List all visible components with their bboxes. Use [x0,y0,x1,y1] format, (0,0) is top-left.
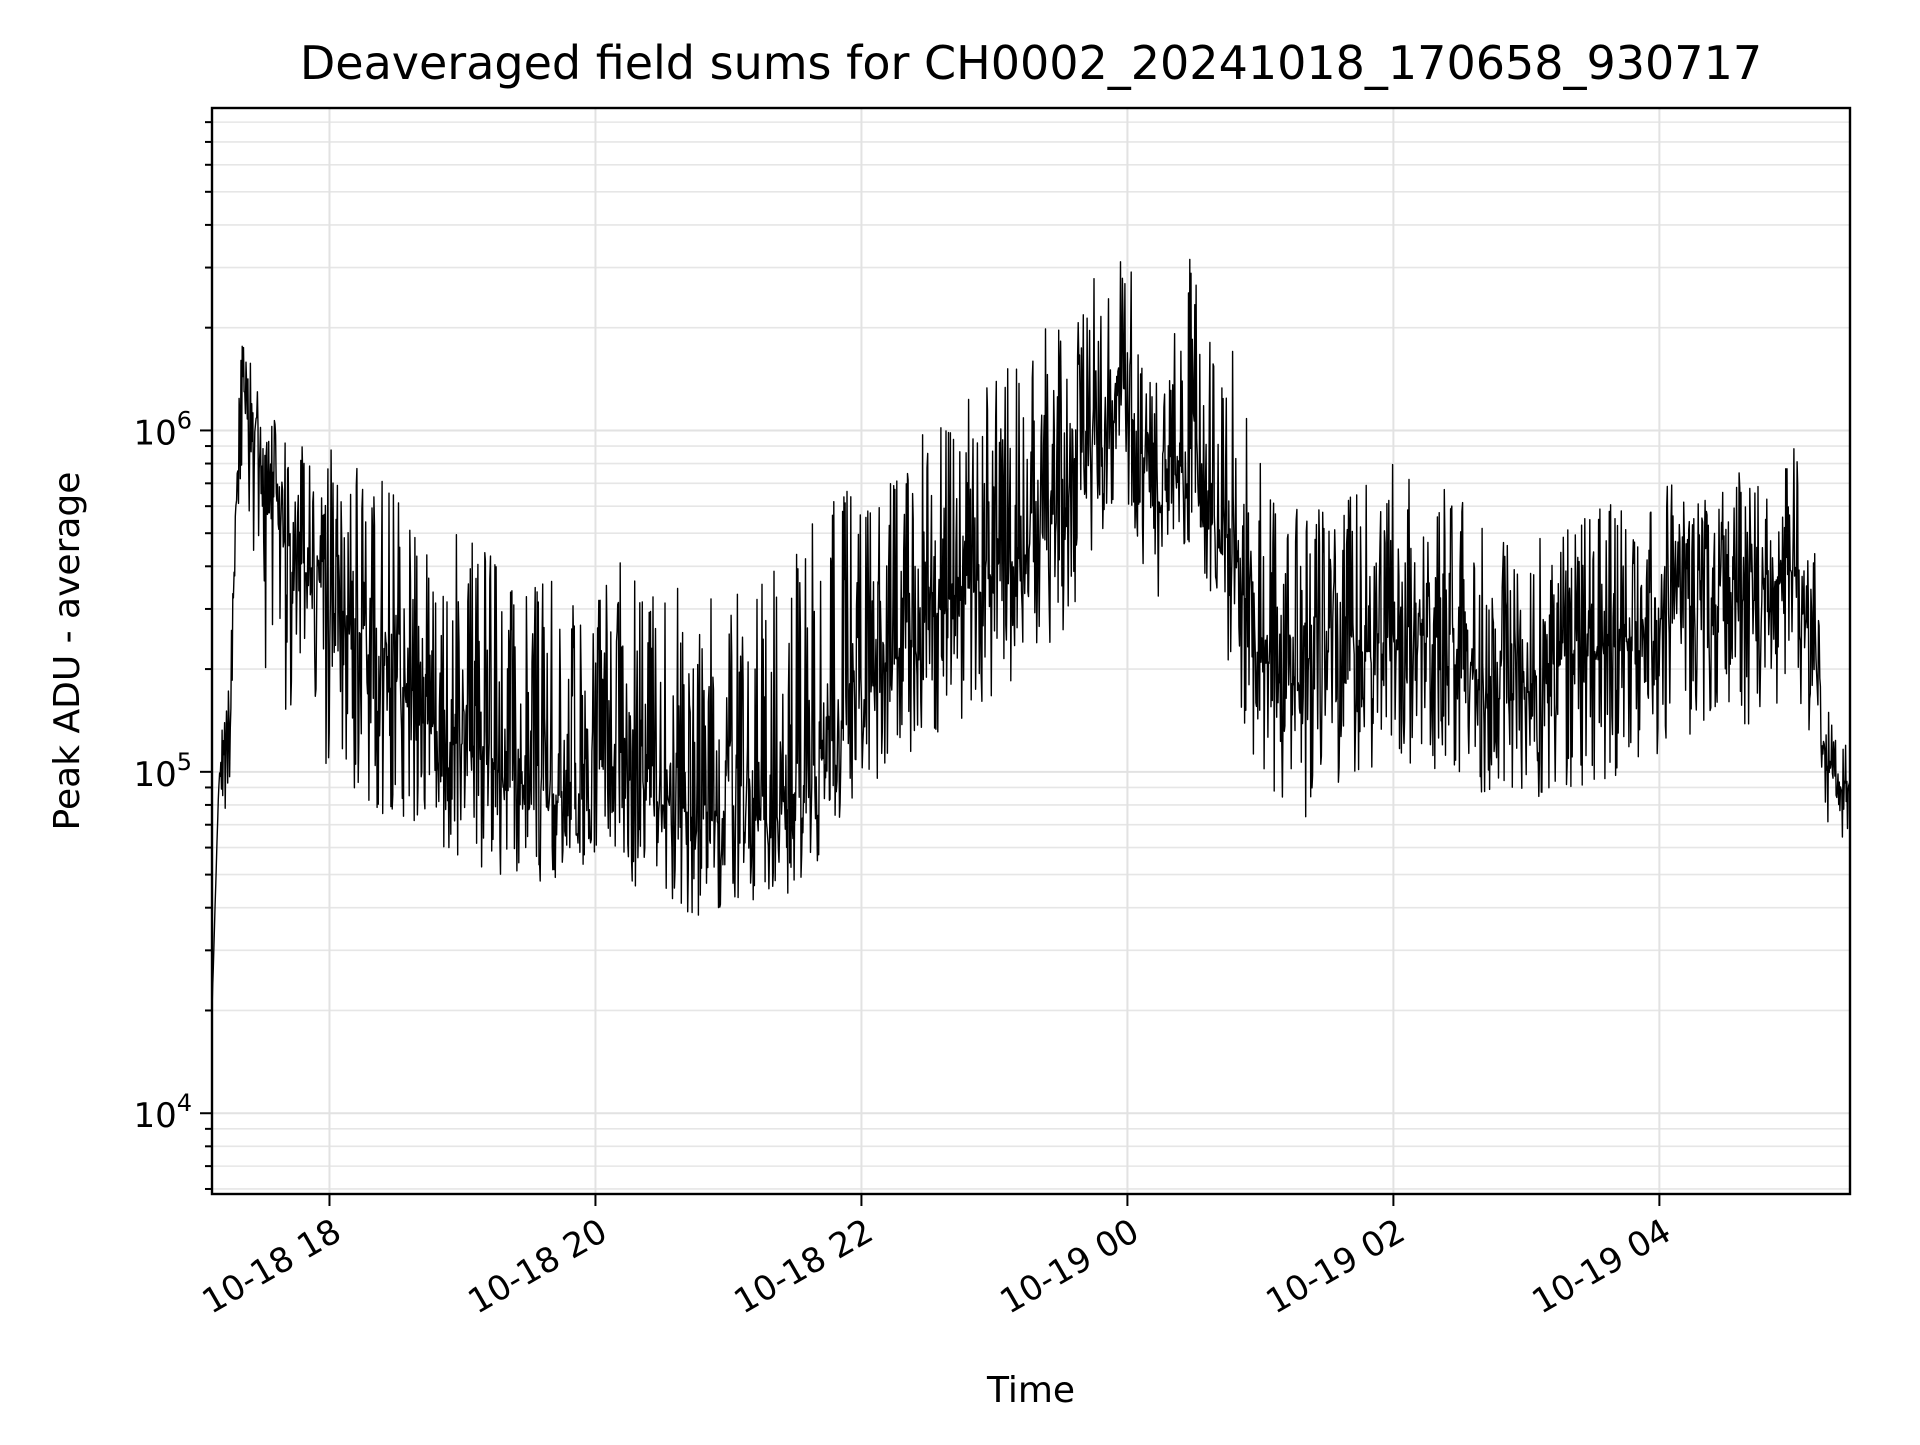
y-tick-exponent: 6 [177,406,192,434]
series-line [211,258,1851,1011]
x-tick-label: 10-18 22 [728,1211,880,1322]
y-axis-label: Peak ADU - average [47,472,88,831]
x-tick-label: 10-18 20 [462,1211,614,1322]
chart-title: Deaveraged field sums for CH0002_2024101… [300,36,1762,90]
x-tick-label: 10-18 18 [196,1211,348,1322]
series-layer [211,258,1851,1011]
y-tick-label: 104 [133,1089,192,1136]
y-tick-exponent: 4 [177,1089,192,1117]
y-tick-label: 106 [133,406,192,453]
y-tick-exponent: 5 [177,748,192,776]
x-tick-label: 10-19 04 [1525,1211,1677,1322]
y-tick-label: 105 [133,748,192,795]
x-tick-label: 10-19 02 [1260,1211,1412,1322]
plot-frame [210,106,1852,1196]
x-axis-label: Time [986,1370,1075,1411]
x-tick-label: 10-19 00 [994,1211,1146,1322]
